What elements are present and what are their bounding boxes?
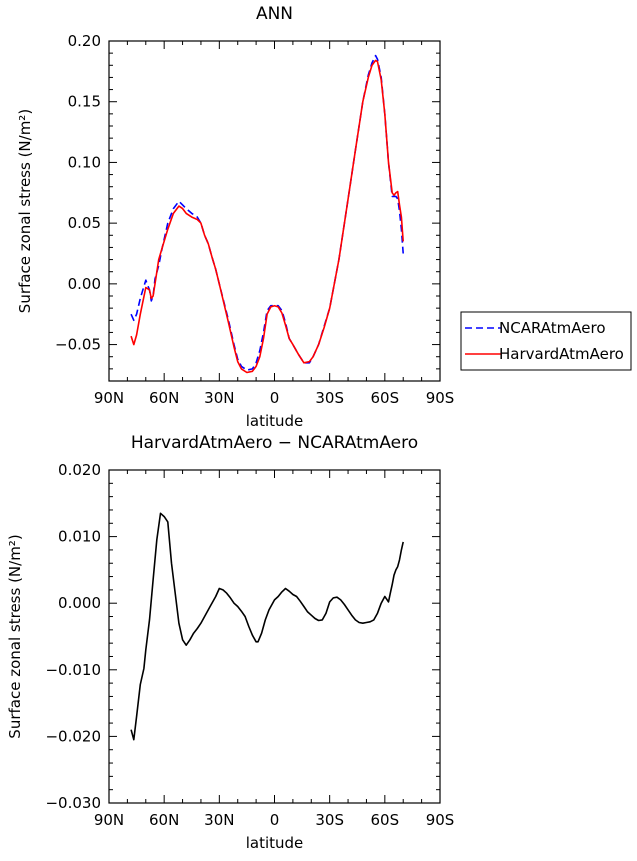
- x-tick-label: 90N: [94, 811, 124, 829]
- x-tick-label: 30N: [204, 389, 234, 407]
- y-tick-label: −0.05: [55, 336, 101, 354]
- x-tick-label: 60S: [371, 389, 400, 407]
- x-tick-label: 60N: [149, 389, 179, 407]
- x-tick-label: 30N: [204, 811, 234, 829]
- y-tick-label: 0.20: [68, 32, 101, 50]
- y-tick-label: −0.020: [45, 727, 101, 745]
- x-tick-label: 0: [270, 811, 280, 829]
- plot-frame: [108, 40, 441, 382]
- x-tick-label: 30S: [315, 389, 344, 407]
- chart-title: HarvardAtmAero − NCARAtmAero: [131, 433, 418, 453]
- x-tick-label: 0: [270, 389, 280, 407]
- y-tick-label: 0.10: [68, 153, 101, 171]
- y-tick-label: 0.05: [68, 214, 101, 232]
- x-tick-label: 90S: [426, 389, 455, 407]
- y-axis-label: Surface zonal stress (N/m²): [16, 109, 34, 313]
- legend-box: [460, 311, 632, 371]
- y-tick-label: 0.010: [58, 528, 101, 546]
- x-axis-label: latitude: [246, 834, 304, 852]
- x-tick-label: 60N: [149, 811, 179, 829]
- legend-label: NCARAtmAero: [499, 319, 606, 337]
- x-tick-label: 90N: [94, 389, 124, 407]
- chart-1: [108, 40, 632, 382]
- legend-label: HarvardAtmAero: [499, 345, 624, 363]
- y-tick-label: −0.030: [45, 794, 101, 812]
- series-line-ncaratmaero: [130, 54, 404, 371]
- y-tick-label: 0.15: [68, 93, 101, 111]
- x-tick-label: 90S: [426, 811, 455, 829]
- series-line-difference: [130, 512, 404, 741]
- y-tick-label: −0.010: [45, 661, 101, 679]
- y-tick-label: 0.020: [58, 461, 101, 479]
- y-tick-label: 0.00: [68, 275, 101, 293]
- chart-2: [108, 469, 441, 804]
- series-line-harvardatmaero: [130, 59, 404, 374]
- plot-frame: [108, 469, 441, 804]
- x-tick-label: 60S: [371, 811, 400, 829]
- y-axis-label: Surface zonal stress (N/m²): [6, 534, 24, 738]
- chart-title: ANN: [256, 4, 293, 24]
- x-tick-label: 30S: [315, 811, 344, 829]
- y-tick-label: 0.000: [58, 594, 101, 612]
- x-axis-label: latitude: [246, 412, 304, 430]
